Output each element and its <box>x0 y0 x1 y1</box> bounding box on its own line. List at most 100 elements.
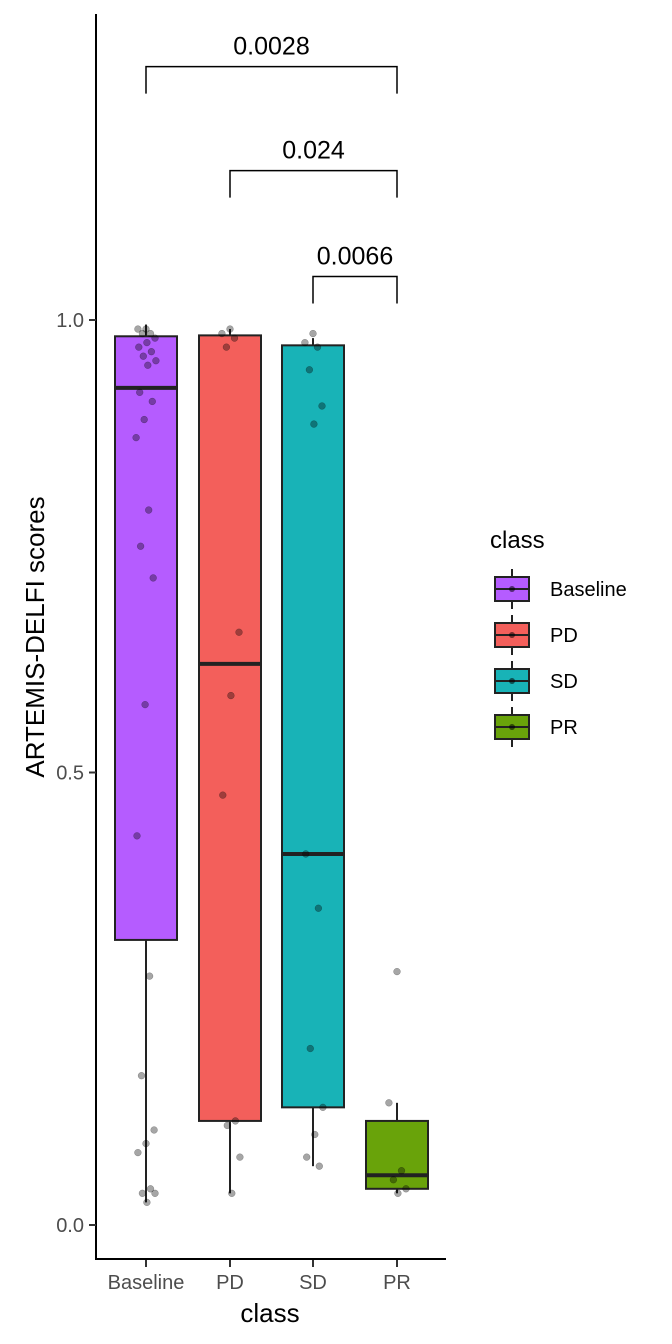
data-point <box>302 850 310 858</box>
data-point <box>228 1189 236 1197</box>
legend-item-baseline: Baseline <box>494 569 627 609</box>
legend-key-point <box>509 586 515 592</box>
data-point <box>315 1162 323 1170</box>
legend-label: PD <box>550 625 578 647</box>
data-point <box>143 338 151 347</box>
box-baseline <box>114 324 178 1207</box>
data-point <box>319 1103 327 1111</box>
legend-item-sd: SD <box>494 661 578 701</box>
box-pd <box>198 325 262 1197</box>
data-point <box>152 357 160 365</box>
data-point <box>137 1072 146 1080</box>
data-point <box>144 361 152 369</box>
data-point <box>145 506 153 514</box>
data-point <box>138 329 147 338</box>
plot-area <box>114 324 429 1207</box>
data-point <box>230 334 239 342</box>
significance-annotations: 0.0028 0.024 0.0066 <box>145 33 398 304</box>
x-axis-ticks: Baseline PD SD PR <box>108 1260 411 1294</box>
legend-label: PR <box>550 717 578 739</box>
data-point <box>133 832 141 840</box>
data-point <box>314 904 323 912</box>
data-point <box>313 343 322 351</box>
data-point <box>219 791 227 799</box>
data-point <box>235 628 243 636</box>
legend-label: SD <box>550 671 578 693</box>
legend-title: class <box>490 527 545 554</box>
box-body <box>198 334 262 1122</box>
data-point <box>151 334 159 342</box>
p-value-label: 0.0066 <box>317 243 393 271</box>
data-point <box>226 325 234 333</box>
data-point <box>151 1189 159 1197</box>
x-tick-label: PD <box>216 1272 244 1294</box>
bracket-sd-pr: 0.0066 <box>312 243 398 304</box>
y-axis-ticks: 0.0 0.5 1.0 <box>56 310 96 1237</box>
data-point <box>148 397 156 406</box>
data-point <box>222 343 231 351</box>
y-tick-label: 0.0 <box>56 1215 84 1237</box>
p-value-label: 0.024 <box>282 137 345 165</box>
legend-key-point <box>509 678 515 684</box>
data-point <box>231 1117 240 1125</box>
data-point <box>227 691 235 700</box>
x-axis-title: class <box>240 1298 299 1328</box>
data-point <box>142 325 150 333</box>
data-point <box>236 1153 244 1161</box>
box-body <box>281 344 345 1109</box>
data-point <box>136 388 144 397</box>
y-tick-label: 1.0 <box>56 310 84 332</box>
data-point <box>134 325 142 333</box>
p-value-label: 0.0028 <box>233 33 309 61</box>
data-point <box>402 1185 410 1193</box>
data-point <box>310 420 318 428</box>
bracket-line <box>312 275 398 304</box>
x-tick-label: SD <box>299 1272 327 1294</box>
box-pr <box>365 967 429 1197</box>
data-point <box>140 415 148 424</box>
data-point <box>142 1139 150 1148</box>
data-point <box>397 1167 406 1175</box>
legend: class Baseline PD SD PR <box>490 527 627 747</box>
data-point <box>134 1148 142 1157</box>
data-point <box>150 1126 158 1134</box>
data-point <box>394 1189 402 1197</box>
bracket-pd-pr: 0.024 <box>229 137 398 198</box>
legend-key-point <box>509 724 515 730</box>
data-point <box>385 1099 393 1107</box>
bracket-line <box>229 169 398 198</box>
data-point <box>149 574 157 582</box>
y-tick-label: 0.5 <box>56 763 84 785</box>
axes <box>95 14 446 1260</box>
data-point <box>139 352 147 360</box>
data-point <box>306 1044 314 1053</box>
data-point <box>218 329 226 338</box>
data-point <box>305 366 314 374</box>
data-point <box>136 542 145 550</box>
data-point <box>301 338 309 347</box>
data-point <box>223 1121 231 1130</box>
data-point <box>146 329 155 338</box>
box-body <box>365 1119 429 1190</box>
data-point <box>318 402 326 410</box>
data-point <box>141 700 149 709</box>
x-tick-label: Baseline <box>108 1272 185 1294</box>
legend-key-point <box>509 632 515 638</box>
data-point <box>143 1198 151 1207</box>
bracket-baseline-pr: 0.0028 <box>145 33 398 94</box>
y-axis-title: ARTEMIS-DELFI scores <box>20 496 50 777</box>
data-point <box>147 348 156 356</box>
data-point <box>389 1176 398 1184</box>
data-point <box>146 1185 155 1193</box>
box-sd <box>281 329 345 1170</box>
data-point <box>145 972 154 980</box>
data-point <box>135 343 143 351</box>
data-point <box>132 434 140 442</box>
x-tick-label: PR <box>383 1272 411 1294</box>
data-point <box>309 329 317 338</box>
legend-item-pd: PD <box>494 615 578 655</box>
data-point <box>393 967 401 976</box>
legend-label: Baseline <box>550 579 627 601</box>
data-point <box>303 1153 311 1161</box>
legend-item-pr: PR <box>494 707 578 747</box>
